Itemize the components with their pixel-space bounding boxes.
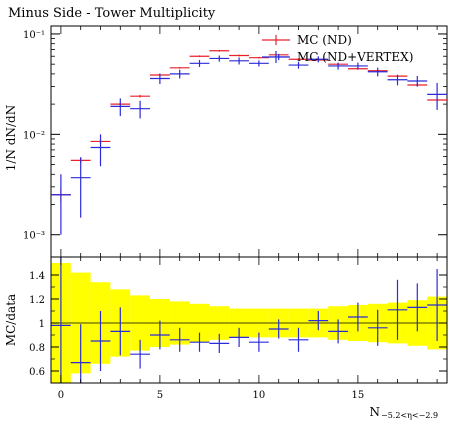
x-tick-labels: 0 5 10 15 — [58, 390, 365, 401]
x-tick-label: 0 — [58, 390, 64, 401]
top-y-tick-label: 10⁻¹ — [23, 30, 45, 41]
bottom-y-tick-label: 1.4 — [29, 271, 45, 282]
legend: MC (ND) MC (ND+VERTEX) — [262, 33, 413, 64]
series-mc-nd-vertex — [51, 54, 447, 235]
top-y-tick-labels: 10⁻¹ 10⁻² 10⁻³ — [23, 30, 45, 242]
bottom-y-tick-label: 0.6 — [29, 367, 45, 378]
bottom-series — [51, 257, 447, 383]
chart-title: Minus Side - Tower Multiplicity — [8, 6, 216, 21]
bottom-y-tick-label: 1 — [39, 319, 45, 330]
top-y-tick-label: 10⁻² — [23, 130, 45, 141]
top-y-axis-label: 1/N dN/dN — [4, 105, 18, 171]
series-mc-nd — [51, 49, 447, 202]
legend-label-mc-nd-vertex: MC (ND+VERTEX) — [297, 50, 413, 64]
x-axis-label: N — [370, 405, 381, 419]
top-y-tick-label: 10⁻³ — [23, 231, 45, 242]
bottom-y-tick-labels: 0.6 0.8 1 1.2 1.4 — [29, 271, 45, 378]
top-series — [51, 49, 447, 235]
x-axis-label-subscript: −5.2<η<−2.9 — [381, 411, 438, 420]
bottom-y-tick-label: 1.2 — [29, 295, 45, 306]
top-panel: 10⁻¹ 10⁻² 10⁻³ 1/N dN/dN MC (ND) MC (ND+VE… — [4, 25, 448, 258]
x-tick-label: 15 — [352, 390, 365, 401]
bottom-ticks — [51, 257, 447, 384]
bottom-panel: 0.6 0.8 1 1.2 1.4 0 5 10 15 MC/data N −5.2<η<−2… — [4, 256, 448, 420]
x-tick-label: 5 — [157, 390, 163, 401]
top-ticks — [51, 26, 447, 257]
bottom-y-tick-label: 0.8 — [29, 343, 45, 354]
bottom-y-axis-label: MC/data — [4, 294, 18, 346]
x-axis-label-main: N — [370, 405, 381, 419]
legend-label-mc-nd: MC (ND) — [297, 33, 352, 47]
bottom-panel-frame — [50, 256, 448, 384]
x-tick-label: 10 — [253, 390, 266, 401]
